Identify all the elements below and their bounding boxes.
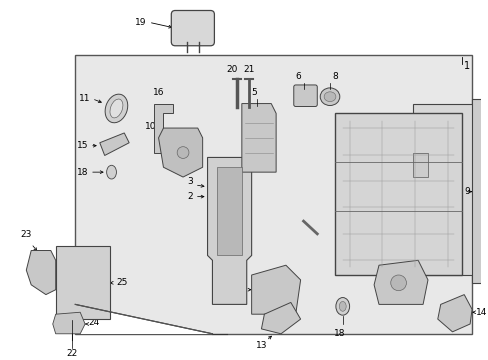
FancyBboxPatch shape bbox=[171, 10, 214, 46]
Ellipse shape bbox=[110, 99, 122, 118]
Text: 4: 4 bbox=[388, 278, 394, 287]
Text: 1: 1 bbox=[463, 62, 469, 71]
Text: 17: 17 bbox=[427, 251, 439, 260]
Text: 6: 6 bbox=[295, 72, 301, 81]
Text: 9: 9 bbox=[464, 187, 469, 196]
Polygon shape bbox=[437, 294, 471, 332]
Text: 5: 5 bbox=[251, 88, 257, 97]
Text: 3: 3 bbox=[187, 177, 192, 186]
Polygon shape bbox=[26, 251, 56, 294]
FancyBboxPatch shape bbox=[334, 113, 461, 275]
Text: 2: 2 bbox=[187, 192, 192, 201]
Circle shape bbox=[177, 147, 188, 158]
Polygon shape bbox=[373, 260, 427, 305]
Text: 8: 8 bbox=[331, 72, 337, 81]
Text: 18: 18 bbox=[333, 329, 345, 338]
Text: 14: 14 bbox=[475, 308, 487, 317]
Polygon shape bbox=[158, 128, 202, 177]
Polygon shape bbox=[207, 157, 251, 305]
Text: 7: 7 bbox=[446, 187, 451, 196]
Text: 15: 15 bbox=[76, 141, 88, 150]
Ellipse shape bbox=[106, 165, 116, 179]
Ellipse shape bbox=[324, 92, 335, 102]
FancyBboxPatch shape bbox=[56, 246, 109, 319]
Polygon shape bbox=[100, 133, 129, 156]
Text: 16: 16 bbox=[153, 88, 164, 97]
Ellipse shape bbox=[339, 301, 346, 311]
Text: 25: 25 bbox=[116, 278, 127, 287]
Ellipse shape bbox=[335, 298, 349, 315]
Text: 19: 19 bbox=[135, 18, 146, 27]
Ellipse shape bbox=[320, 88, 339, 105]
Text: 18: 18 bbox=[76, 168, 88, 177]
Text: 22: 22 bbox=[66, 350, 78, 359]
Text: 11: 11 bbox=[79, 94, 90, 103]
Text: 10: 10 bbox=[145, 122, 156, 131]
Bar bbox=[75, 55, 471, 334]
Polygon shape bbox=[75, 305, 212, 334]
FancyBboxPatch shape bbox=[412, 153, 427, 177]
Circle shape bbox=[390, 275, 406, 291]
Polygon shape bbox=[217, 167, 242, 255]
Polygon shape bbox=[261, 302, 300, 334]
Polygon shape bbox=[251, 265, 300, 314]
Text: 21: 21 bbox=[243, 65, 254, 74]
Text: 12: 12 bbox=[233, 285, 244, 294]
Polygon shape bbox=[153, 104, 173, 153]
Ellipse shape bbox=[105, 94, 127, 123]
Text: 24: 24 bbox=[88, 318, 99, 327]
Polygon shape bbox=[242, 104, 276, 172]
FancyBboxPatch shape bbox=[293, 85, 317, 107]
Text: 20: 20 bbox=[226, 65, 237, 74]
Polygon shape bbox=[53, 312, 85, 334]
FancyBboxPatch shape bbox=[412, 104, 488, 275]
FancyBboxPatch shape bbox=[471, 99, 483, 283]
Text: 13: 13 bbox=[255, 341, 266, 350]
Text: 23: 23 bbox=[20, 230, 32, 239]
